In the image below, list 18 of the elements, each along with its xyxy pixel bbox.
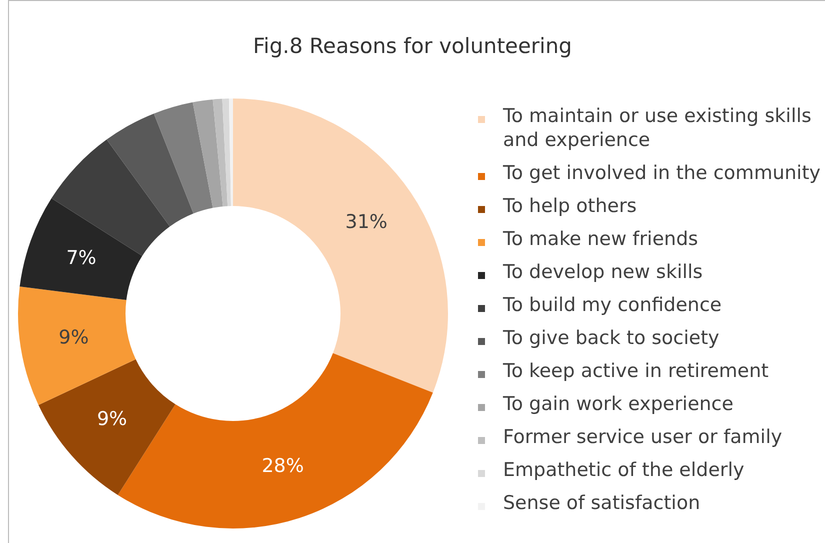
legend-label: To give back to society (503, 326, 720, 350)
legend-label: To gain work experience (503, 392, 734, 416)
data-label: 7% (66, 246, 96, 269)
data-label: 9% (58, 326, 89, 349)
legend-label: To help others (503, 194, 637, 218)
legend-label: To keep active in retirement (503, 359, 769, 383)
legend-label: To build my confidence (503, 293, 722, 317)
legend-label: To develop new skills (503, 260, 703, 284)
legend-label: Former service user or family (503, 425, 782, 449)
data-label: 28% (262, 454, 304, 477)
legend-label: Sense of satisfaction (503, 491, 700, 515)
chart-title: Fig.8 Reasons for volunteering (252, 34, 574, 58)
legend-label: Empathetic of the elderly (503, 458, 744, 482)
data-label: 9% (96, 408, 128, 430)
legend-label: To make new friends (503, 227, 698, 251)
legend-label: To get involved in the community (503, 161, 821, 185)
legend-label: To maintain or use existing skills and experience (503, 104, 812, 152)
data-label: 31% (345, 210, 388, 233)
